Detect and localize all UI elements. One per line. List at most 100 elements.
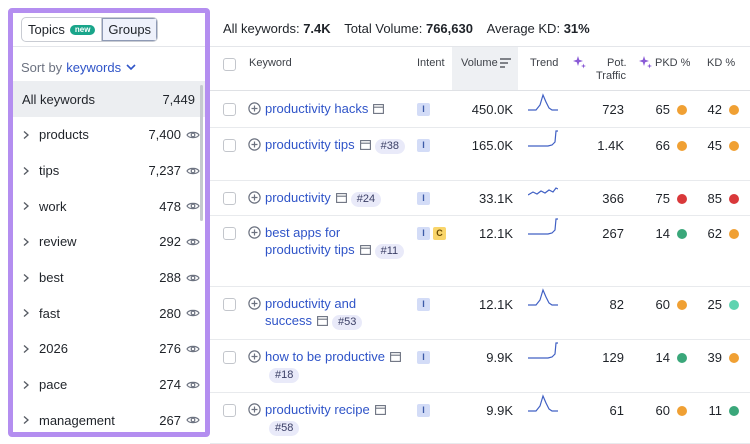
group-count: 478 (159, 198, 181, 214)
average-kd-value: 31% (563, 21, 590, 36)
add-keyword-icon[interactable] (248, 102, 261, 115)
sparkle-icon (573, 56, 586, 69)
summary-bar: All keywords: 7.4K Total Volume: 766,630… (223, 21, 590, 36)
group-name: products (39, 127, 89, 143)
position-badge: #11 (374, 243, 405, 259)
add-keyword-icon[interactable] (248, 138, 261, 151)
keyword-link[interactable]: productivity and success (265, 296, 357, 328)
chevron-right-icon[interactable] (23, 380, 29, 389)
keyword-link[interactable]: productivity tips (265, 137, 355, 152)
chevron-right-icon[interactable] (23, 309, 29, 318)
kd-difficulty-dot (729, 300, 739, 310)
row-checkbox[interactable] (223, 139, 236, 152)
row-checkbox[interactable] (223, 192, 236, 205)
eye-icon[interactable] (186, 415, 200, 425)
group-item-work[interactable]: work 478 (13, 188, 205, 224)
eye-icon[interactable] (186, 344, 200, 354)
add-keyword-icon[interactable] (248, 403, 261, 416)
row-checkbox[interactable] (223, 298, 236, 311)
sort-icon[interactable] (500, 58, 511, 68)
table-row: how to be productive #18 I 9.9K 129 14 39 (210, 340, 750, 393)
pkd-value: 60 (655, 297, 670, 312)
volume-value: 12.1K (479, 297, 513, 312)
pkd-value: 60 (655, 403, 670, 418)
pkd-value: 65 (655, 102, 670, 117)
pkd-difficulty-dot (677, 141, 687, 151)
eye-icon[interactable] (186, 308, 200, 318)
keyword-link[interactable]: how to be productive (265, 349, 385, 364)
table-row: best apps for productivity tips #11 I C 12.1… (210, 216, 750, 287)
eye-icon[interactable] (186, 166, 200, 176)
pkd-difficulty-dot (677, 229, 687, 239)
header-trend[interactable]: Trend (530, 57, 559, 69)
serp-icon[interactable] (317, 315, 328, 326)
serp-icon[interactable] (335, 193, 347, 203)
add-keyword-icon[interactable] (248, 191, 261, 204)
group-item-pace[interactable]: pace 274 (13, 367, 205, 403)
group-item-review[interactable]: review 292 (13, 224, 205, 260)
kd-value: 39 (707, 350, 722, 365)
group-item-all-keywords[interactable]: All keywords 7,449 (13, 81, 205, 117)
header-intent[interactable]: Intent (417, 57, 445, 69)
row-checkbox[interactable] (223, 351, 236, 364)
add-keyword-icon[interactable] (248, 297, 261, 310)
kd-difficulty-dot (729, 229, 739, 239)
header-volume[interactable]: Volume (461, 57, 498, 69)
header-pot-traffic-line1[interactable]: Pot. (607, 57, 627, 69)
keyword-link[interactable]: best apps for productivity tips (265, 225, 355, 257)
chevron-right-icon[interactable] (23, 166, 29, 175)
keyword-link[interactable]: productivity recipe (265, 402, 370, 417)
header-kd[interactable]: KD % (707, 57, 736, 69)
volume-column-highlight (452, 47, 518, 91)
intent-badge-i: I (417, 139, 430, 152)
chevron-right-icon[interactable] (23, 130, 29, 139)
keyword-cell: productivity hacks (265, 101, 405, 118)
group-item-management[interactable]: management 267 (13, 403, 205, 433)
group-count: 7,237 (148, 163, 181, 179)
chevron-right-icon[interactable] (23, 237, 29, 246)
serp-icon[interactable] (359, 140, 371, 150)
eye-icon[interactable] (186, 237, 200, 247)
row-checkbox[interactable] (223, 227, 236, 240)
scrollbar[interactable] (200, 85, 203, 221)
trend-sparkline (528, 130, 558, 147)
group-item-fast[interactable]: fast 280 (13, 295, 205, 331)
total-volume-label: Total Volume: (344, 21, 423, 36)
chevron-right-icon[interactable] (23, 273, 29, 282)
header-keyword[interactable]: Keyword (249, 57, 292, 69)
chevron-right-icon[interactable] (23, 344, 29, 353)
group-item-tips[interactable]: tips 7,237 (13, 153, 205, 189)
keyword-link[interactable]: productivity (265, 190, 331, 205)
add-keyword-icon[interactable] (248, 226, 261, 239)
add-keyword-icon[interactable] (248, 350, 261, 363)
divider (13, 46, 205, 47)
intent-badge-i: I (417, 351, 430, 364)
eye-icon[interactable] (186, 273, 200, 283)
eye-icon[interactable] (186, 380, 200, 390)
group-item-products[interactable]: products 7,400 (13, 117, 205, 153)
chevron-right-icon[interactable] (23, 416, 29, 425)
header-pkd[interactable]: PKD % (655, 57, 691, 69)
position-badge: #24 (350, 192, 382, 207)
group-list: All keywords 7,449 products 7,400 tips 7,23… (13, 81, 205, 433)
keyword-link[interactable]: productivity hacks (265, 101, 369, 116)
kd-difficulty-dot (729, 141, 739, 151)
group-item-best[interactable]: best 288 (13, 260, 205, 296)
eye-icon[interactable] (186, 201, 200, 211)
serp-icon[interactable] (374, 405, 386, 415)
group-item-2026[interactable]: 2026 276 (13, 331, 205, 367)
sort-dropdown[interactable]: Sort by keywords (21, 60, 136, 75)
row-checkbox[interactable] (223, 404, 236, 417)
select-all-checkbox[interactable] (223, 58, 236, 71)
group-name: 2026 (39, 341, 68, 357)
header-pot-traffic-line2[interactable]: Traffic (596, 70, 626, 82)
chevron-right-icon[interactable] (23, 202, 29, 211)
sort-prefix: Sort by (21, 60, 63, 75)
groups-tab[interactable]: Groups (101, 18, 158, 41)
row-checkbox[interactable] (223, 103, 236, 116)
serp-icon[interactable] (359, 244, 371, 255)
topics-tab[interactable]: Topics new (22, 18, 101, 41)
serp-icon[interactable] (373, 104, 385, 114)
eye-icon[interactable] (186, 130, 200, 140)
serp-icon[interactable] (390, 352, 401, 362)
